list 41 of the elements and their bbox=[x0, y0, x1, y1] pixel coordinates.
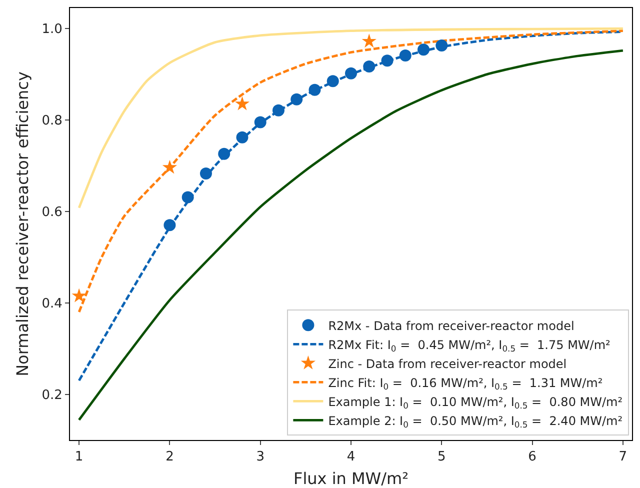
legend-label: Zinc Fit: I$_{0}$ = 0.16 MW/m², I$_{0.5}$ = 1.31 MW/m² bbox=[328, 376, 603, 392]
line-series bbox=[78, 27, 624, 209]
point bbox=[236, 131, 248, 144]
point bbox=[308, 84, 321, 96]
x-tick-label: 6 bbox=[528, 450, 536, 465]
point bbox=[182, 191, 194, 204]
x-axis-title: Flux in MW/m² bbox=[293, 469, 409, 488]
point bbox=[290, 93, 303, 106]
point bbox=[200, 167, 212, 180]
point bbox=[363, 60, 376, 73]
y-tick-label: 0.4 bbox=[42, 296, 62, 312]
point bbox=[254, 116, 266, 128]
point bbox=[345, 67, 357, 80]
x-tick-label: 4 bbox=[346, 450, 356, 465]
x-tick-label: 1 bbox=[74, 450, 84, 465]
point bbox=[162, 160, 178, 174]
x-tick-label: 5 bbox=[438, 450, 446, 465]
y-tick-label: 1.0 bbox=[42, 22, 62, 38]
point bbox=[218, 148, 230, 160]
point bbox=[418, 44, 430, 56]
legend-label: R2Mx Fit: I$_{0}$ = 0.45 MW/m², I$_{0.5}$ = 1.75 MW/m² bbox=[328, 338, 611, 354]
point bbox=[72, 288, 86, 302]
point bbox=[234, 96, 250, 110]
x-tick-label: 3 bbox=[256, 450, 264, 465]
legend-label: Zinc - Data from receiver-reactor model bbox=[328, 356, 567, 371]
x-tick-label: 7 bbox=[618, 450, 628, 465]
point bbox=[164, 219, 176, 232]
point bbox=[436, 39, 448, 52]
y-axis-title: Normalized receiver-reactor efficiency bbox=[13, 72, 32, 376]
point bbox=[272, 104, 284, 116]
point bbox=[362, 34, 376, 48]
point bbox=[381, 54, 394, 67]
legend-label: Example 1: I$_{0}$ = 0.10 MW/m², I$_{0.5}$ = 0.80 MW/m² bbox=[328, 394, 623, 410]
legend-label: R2Mx - Data from receiver-reactor model bbox=[328, 318, 574, 333]
x-tick-label: 2 bbox=[166, 450, 174, 465]
legend-label: Example 2: I$_{0}$ = 0.50 MW/m², I$_{0.5}$ = 2.40 MW/m² bbox=[328, 414, 623, 430]
y-tick-label: 0.6 bbox=[42, 204, 62, 220]
y-tick-label: 0.2 bbox=[42, 388, 62, 403]
point bbox=[326, 75, 339, 88]
point bbox=[399, 50, 412, 62]
y-tick-label: 0.8 bbox=[42, 114, 62, 129]
